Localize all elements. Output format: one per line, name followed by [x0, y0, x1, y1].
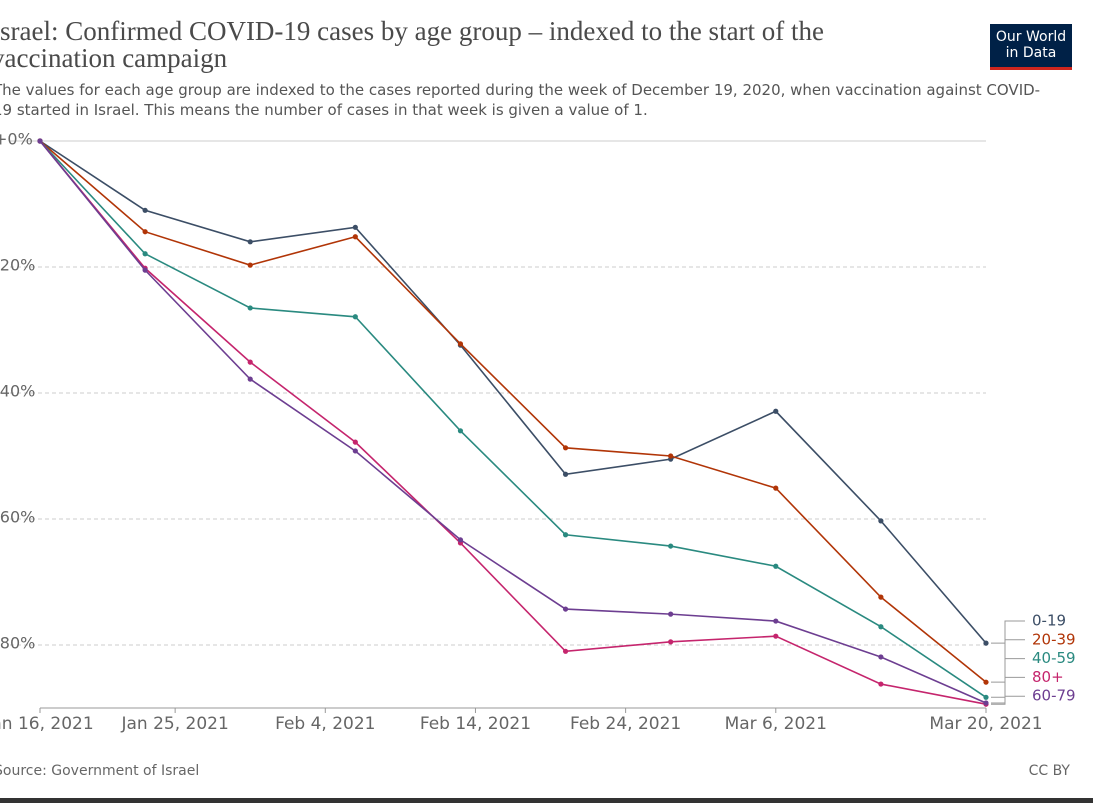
legend-label: 40-59 [1032, 649, 1076, 667]
point [878, 518, 884, 524]
x-tick-label: Mar 20, 2021 [929, 714, 1042, 734]
point [142, 229, 148, 235]
x-tick-label: Feb 4, 2021 [275, 714, 375, 734]
point [878, 681, 884, 687]
point [457, 428, 464, 434]
point [142, 267, 148, 273]
point [878, 624, 884, 630]
point [562, 471, 569, 477]
point [773, 633, 779, 639]
legend-connector [991, 676, 1025, 705]
point [668, 639, 674, 645]
series-line [39, 140, 987, 698]
point [773, 408, 779, 414]
point [878, 654, 884, 660]
point [562, 445, 569, 451]
point [668, 453, 674, 459]
point [773, 563, 779, 569]
point [983, 700, 989, 706]
point [247, 305, 253, 311]
legend-label: 20-39 [1032, 630, 1076, 648]
series-line [39, 140, 987, 683]
x-tick-label: Feb 14, 2021 [420, 714, 531, 734]
chart-title: Israel: Confirmed COVID-19 cases by age … [0, 16, 825, 73]
x-tick-label: Mar 6, 2021 [725, 714, 827, 734]
frame [0, 798, 1093, 803]
x-tick-label: Feb 24, 2021 [570, 714, 681, 734]
point [247, 376, 253, 382]
series-line [39, 140, 987, 704]
logo: Our World in Data [990, 24, 1072, 70]
point [37, 138, 43, 144]
point [352, 439, 358, 445]
point [352, 234, 358, 240]
y-tick-label: -40% [0, 382, 35, 401]
point [562, 532, 569, 538]
legend-connector [991, 695, 1025, 704]
legend-label: 0-19 [1032, 612, 1066, 630]
point [773, 618, 779, 624]
legend-label: 60-79 [1032, 687, 1076, 705]
series-line [39, 140, 987, 644]
point [247, 262, 253, 268]
point [878, 594, 884, 600]
license: CC BY [1029, 763, 1071, 779]
point [457, 341, 464, 347]
legend-connector [991, 639, 1025, 683]
point [668, 543, 674, 549]
point [247, 359, 253, 365]
x-tick-label: Jan 25, 2021 [120, 714, 228, 734]
legend-connector [991, 658, 1025, 698]
point [457, 537, 464, 543]
point [983, 640, 989, 646]
series-line [39, 140, 987, 706]
y-tick-label: -60% [0, 508, 35, 527]
legend-label: 80+ [1032, 668, 1064, 686]
point [668, 611, 674, 617]
point [352, 314, 358, 320]
source: Source: Government of Israel [0, 763, 199, 779]
point [773, 485, 779, 491]
point [983, 679, 989, 685]
y-tick-label: +0% [0, 130, 33, 149]
chart-subtitle: The values for each age group are indexe… [0, 81, 1041, 119]
point [247, 239, 253, 245]
point [352, 448, 358, 454]
point [142, 251, 148, 257]
point [562, 648, 569, 654]
y-tick-label: -20% [0, 256, 35, 275]
y-tick-label: -80% [0, 634, 35, 653]
point [142, 207, 148, 213]
point [352, 224, 358, 230]
x-tick-label: Jan 16, 2021 [0, 714, 94, 734]
point [562, 606, 569, 612]
legend-connector [991, 620, 1025, 644]
point [983, 694, 989, 700]
